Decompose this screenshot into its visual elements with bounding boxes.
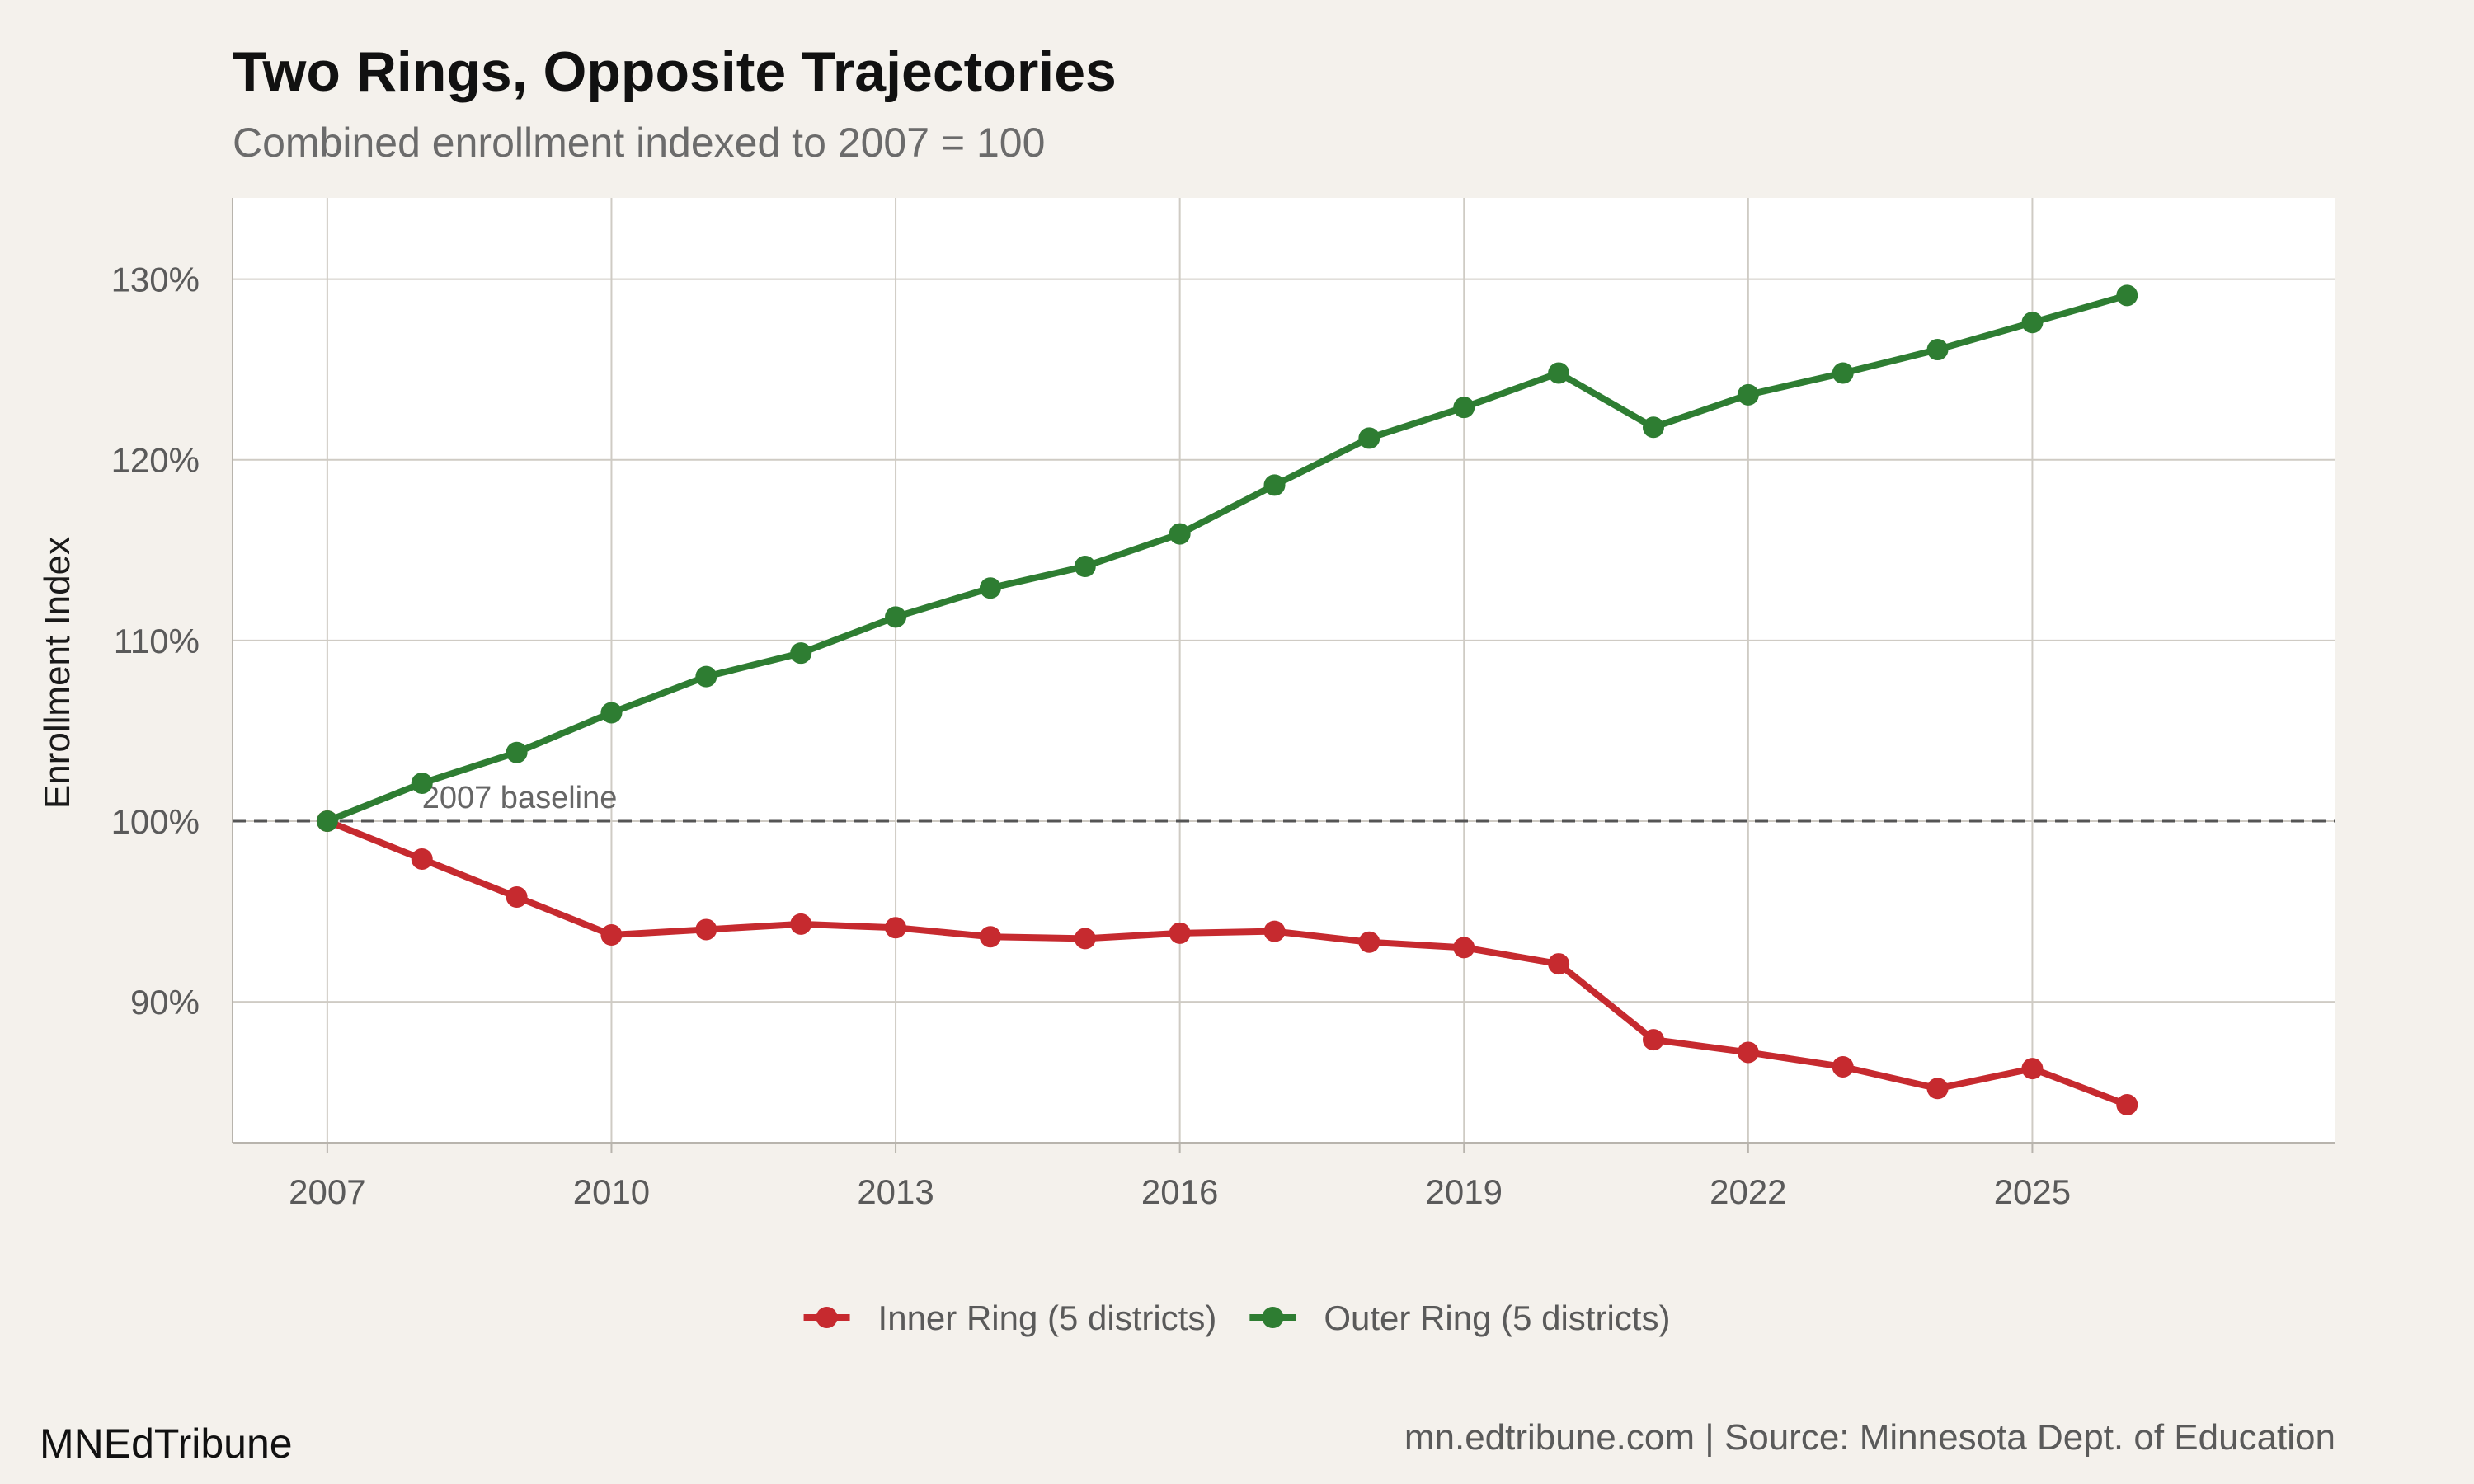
data-point — [600, 924, 623, 946]
x-tick-label: 2022 — [1710, 1172, 1786, 1211]
data-point — [2116, 1093, 2138, 1115]
data-point — [506, 885, 528, 908]
y-tick-label: 90% — [130, 983, 200, 1021]
data-point — [2021, 312, 2044, 334]
y-axis-title: Enrollment Index — [37, 537, 78, 809]
chart-subtitle: Combined enrollment indexed to 2007 = 10… — [233, 120, 1045, 166]
data-point — [1737, 1041, 1759, 1064]
brand-name: MNEdTribune — [40, 1421, 293, 1467]
x-tick-label: 2019 — [1426, 1172, 1503, 1211]
data-point — [1453, 397, 1475, 419]
data-point — [1926, 1078, 1949, 1100]
data-point — [1358, 427, 1380, 449]
x-tick-label: 2016 — [1141, 1172, 1218, 1211]
x-tick-label: 2025 — [1994, 1172, 2071, 1211]
series-line — [323, 292, 2131, 824]
data-point — [790, 642, 812, 665]
x-tick-label: 2013 — [857, 1172, 934, 1211]
series-line — [323, 817, 2131, 1108]
data-point — [979, 926, 1001, 948]
data-point — [1642, 1029, 1664, 1051]
y-tick-label: 130% — [111, 261, 200, 299]
data-point — [695, 918, 717, 941]
y-tick-label: 120% — [111, 441, 200, 480]
data-point — [600, 702, 623, 724]
data-point — [1548, 362, 1570, 384]
chart-title: Two Rings, Opposite Trajectories — [233, 40, 1117, 103]
data-point — [316, 810, 338, 832]
source-note: mn.edtribune.com | Source: Minnesota Dep… — [1404, 1417, 2335, 1458]
data-point — [2021, 1058, 2044, 1080]
data-point — [1453, 937, 1475, 959]
x-tick-label: 2010 — [573, 1172, 650, 1211]
data-point — [1926, 339, 1949, 361]
x-axis: 2007 2010 2013 2016 2019 2022 2025 — [233, 1142, 2335, 1211]
series-group — [316, 284, 2138, 1115]
legend-label: Outer Ring (5 districts) — [1324, 1298, 1670, 1337]
data-point — [1263, 474, 1286, 496]
baseline-label: 2007 baseline — [422, 781, 618, 815]
y-tick-label: 100% — [111, 802, 200, 841]
data-point — [695, 665, 717, 688]
data-point — [1548, 953, 1570, 975]
legend-key-dot — [1262, 1307, 1284, 1328]
data-point — [885, 606, 907, 628]
data-point — [2116, 284, 2138, 307]
data-point — [1832, 1055, 1854, 1078]
data-point — [506, 741, 528, 763]
data-point — [411, 848, 433, 870]
data-point — [1074, 928, 1096, 950]
data-point — [1074, 556, 1096, 578]
data-point — [790, 913, 812, 935]
data-point — [411, 772, 433, 794]
x-gridlines — [326, 198, 2034, 1143]
data-point — [1358, 931, 1380, 953]
y-tick-label: 110% — [114, 622, 200, 660]
legend-item-inner-ring: Inner Ring (5 districts) — [803, 1298, 1217, 1337]
legend-label: Inner Ring (5 districts) — [878, 1298, 1217, 1337]
data-point — [885, 917, 907, 939]
legend-key-dot — [816, 1307, 838, 1328]
legend-item-outer-ring: Outer Ring (5 districts) — [1249, 1298, 1670, 1337]
legend-key — [1249, 1307, 1296, 1328]
data-point — [979, 577, 1001, 599]
series-outer-ring — [316, 284, 2138, 832]
data-point — [1832, 362, 1854, 384]
plot-panel — [233, 198, 2335, 1143]
x-tick-label: 2007 — [289, 1172, 365, 1211]
legend: Inner Ring (5 districts) Outer Ring (5 di… — [803, 1298, 1670, 1337]
y-axis: 90% 100% 110% 120% 130% — [111, 198, 233, 1143]
data-point — [1169, 523, 1191, 545]
data-point — [1642, 416, 1664, 439]
legend-key — [803, 1307, 850, 1328]
data-point — [1169, 922, 1191, 944]
data-point — [1737, 383, 1759, 406]
series-inner-ring — [316, 810, 2138, 1115]
data-point — [1263, 920, 1286, 942]
